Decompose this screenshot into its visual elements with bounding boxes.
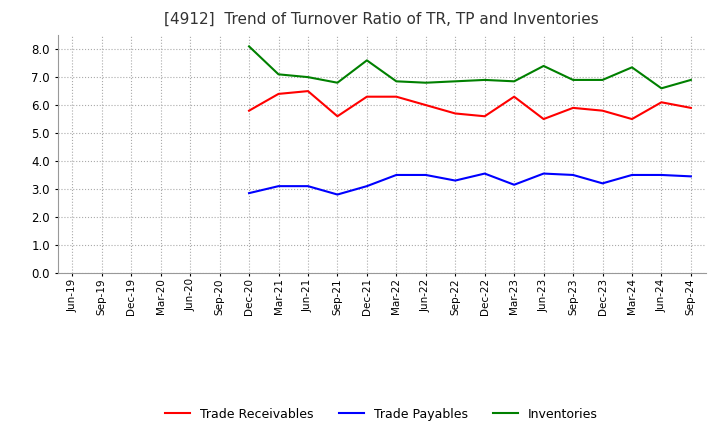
Inventories <box>480 77 489 83</box>
Trade Payables <box>274 183 283 189</box>
Title: [4912]  Trend of Turnover Ratio of TR, TP and Inventories: [4912] Trend of Turnover Ratio of TR, TP… <box>164 12 599 27</box>
Trade Payables <box>421 172 430 178</box>
Trade Receivables <box>510 94 518 99</box>
Inventories <box>392 79 400 84</box>
Trade Receivables <box>274 91 283 96</box>
Inventories <box>628 65 636 70</box>
Inventories <box>245 44 253 49</box>
Trade Payables <box>628 172 636 178</box>
Inventories <box>363 58 372 63</box>
Inventories <box>304 74 312 80</box>
Legend: Trade Receivables, Trade Payables, Inventories: Trade Receivables, Trade Payables, Inven… <box>161 403 603 425</box>
Line: Inventories: Inventories <box>249 46 691 88</box>
Trade Receivables <box>245 108 253 114</box>
Inventories <box>274 72 283 77</box>
Inventories <box>510 79 518 84</box>
Inventories <box>451 79 459 84</box>
Trade Payables <box>245 191 253 196</box>
Inventories <box>598 77 607 83</box>
Trade Payables <box>392 172 400 178</box>
Trade Receivables <box>421 103 430 108</box>
Trade Payables <box>333 192 342 197</box>
Trade Payables <box>451 178 459 183</box>
Trade Receivables <box>451 111 459 116</box>
Trade Payables <box>539 171 548 176</box>
Trade Payables <box>363 183 372 189</box>
Trade Payables <box>480 171 489 176</box>
Line: Trade Receivables: Trade Receivables <box>249 91 691 119</box>
Trade Receivables <box>539 117 548 122</box>
Trade Receivables <box>392 94 400 99</box>
Inventories <box>569 77 577 83</box>
Inventories <box>687 77 696 83</box>
Trade Receivables <box>333 114 342 119</box>
Line: Trade Payables: Trade Payables <box>249 173 691 194</box>
Trade Receivables <box>628 117 636 122</box>
Trade Receivables <box>569 105 577 110</box>
Trade Receivables <box>363 94 372 99</box>
Inventories <box>333 80 342 85</box>
Trade Receivables <box>687 105 696 110</box>
Trade Receivables <box>480 114 489 119</box>
Inventories <box>539 63 548 69</box>
Inventories <box>421 80 430 85</box>
Trade Receivables <box>304 88 312 94</box>
Trade Payables <box>657 172 666 178</box>
Trade Receivables <box>598 108 607 114</box>
Trade Payables <box>569 172 577 178</box>
Trade Payables <box>304 183 312 189</box>
Trade Payables <box>598 181 607 186</box>
Inventories <box>657 86 666 91</box>
Trade Payables <box>687 174 696 179</box>
Trade Receivables <box>657 99 666 105</box>
Trade Payables <box>510 182 518 187</box>
